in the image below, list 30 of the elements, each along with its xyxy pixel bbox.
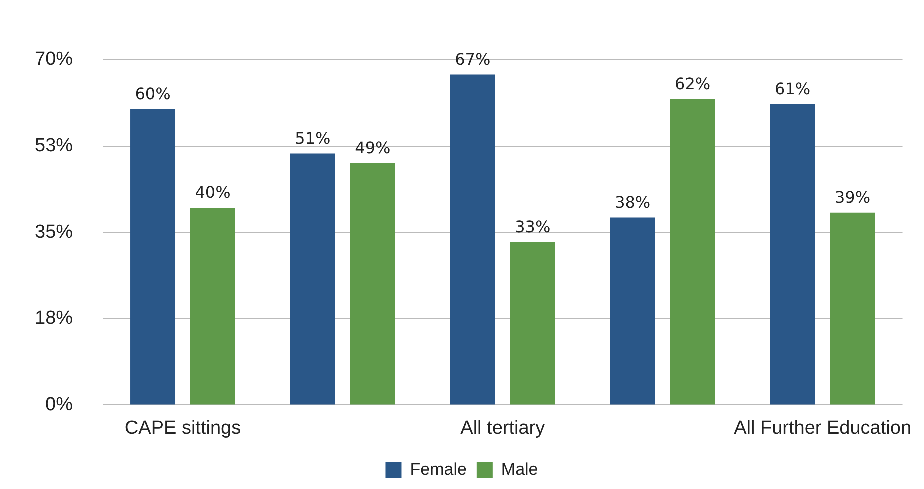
y-tick-label: 0%	[46, 394, 74, 416]
legend-label: Male	[501, 460, 538, 480]
text: 61%	[775, 80, 811, 99]
x-tick-label: All tertiary	[460, 418, 546, 439]
bar	[190, 208, 236, 405]
text: 67%	[455, 50, 491, 69]
bar	[450, 74, 496, 405]
bar	[610, 218, 656, 405]
text: 40%	[195, 183, 231, 202]
text: 39%	[835, 188, 871, 208]
x-tick-label: All Further Education	[734, 418, 912, 439]
y-tick-label: 35%	[34, 222, 74, 243]
bar	[670, 99, 716, 405]
text: 49%	[355, 138, 391, 158]
bar	[130, 109, 176, 405]
legend-label: Female	[410, 460, 467, 480]
text: 51%	[295, 128, 331, 148]
bar	[510, 242, 556, 405]
text: 60%	[135, 84, 171, 104]
bar	[290, 154, 336, 405]
x-tick-label: CAPE sittings	[124, 418, 242, 439]
bar	[770, 104, 816, 405]
bar	[830, 212, 876, 405]
y-tick-label: 18%	[34, 308, 74, 330]
bar	[350, 164, 396, 405]
y-tick-label: 70%	[34, 49, 74, 70]
text: 38%	[615, 192, 651, 212]
text: 62%	[675, 74, 711, 94]
y-tick-label: 53%	[34, 136, 74, 157]
text: 33%	[515, 218, 551, 237]
